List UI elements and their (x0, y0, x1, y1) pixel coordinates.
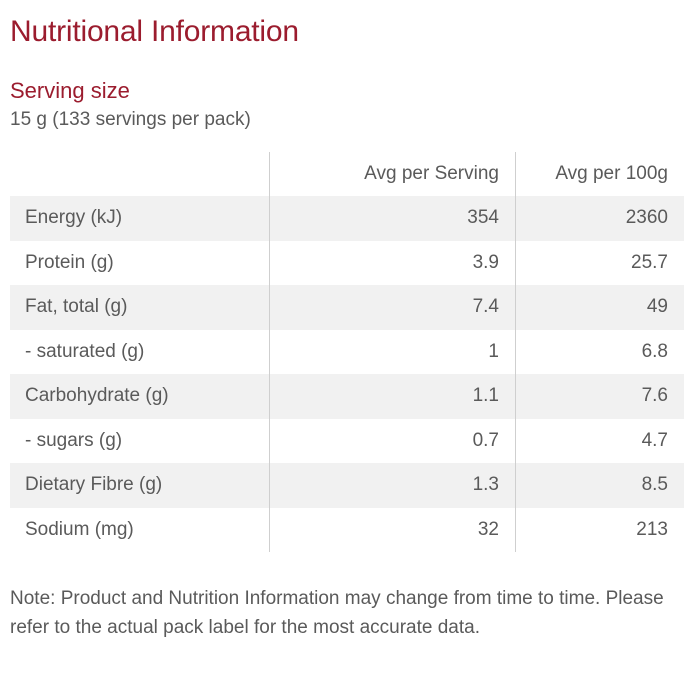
page-title: Nutritional Information (10, 15, 299, 48)
table-row: - saturated (g) 1 6.8 (10, 329, 684, 374)
table-row: Dietary Fibre (g) 1.3 8.5 (10, 463, 684, 508)
per-100g-value: 6.8 (515, 329, 684, 374)
per-100g-value: 4.7 (515, 418, 684, 463)
per-serving-value: 1.3 (269, 463, 516, 508)
header-avg-per-100g: Avg per 100g (555, 163, 668, 184)
nutrient-name: Energy (kJ) (10, 196, 270, 241)
per-100g-value: 2360 (515, 196, 684, 241)
per-serving-value: 3.9 (269, 240, 516, 285)
table-row: - sugars (g) 0.7 4.7 (10, 418, 684, 463)
nutrition-table: Avg per Serving Avg per 100g Energy (kJ)… (10, 152, 684, 552)
table-header-row: Avg per Serving Avg per 100g (10, 152, 684, 196)
nutrient-name: Dietary Fibre (g) (10, 463, 270, 508)
per-100g-value: 213 (515, 507, 684, 552)
nutrient-name: Fat, total (g) (10, 285, 270, 330)
serving-size-text: 15 g (133 servings per pack) (10, 109, 251, 130)
header-nutrient (10, 152, 270, 196)
table-row: Carbohydrate (g) 1.1 7.6 (10, 374, 684, 419)
table-row: Protein (g) 3.9 25.7 (10, 240, 684, 285)
per-serving-value: 354 (269, 196, 516, 241)
per-100g-value: 25.7 (515, 240, 684, 285)
table-row: Sodium (mg) 32 213 (10, 507, 684, 552)
per-serving-value: 32 (269, 507, 516, 552)
per-serving-value: 0.7 (269, 418, 516, 463)
per-serving-value: 1.1 (269, 374, 516, 419)
per-100g-value: 49 (515, 285, 684, 330)
nutrient-name: Sodium (mg) (10, 507, 270, 552)
per-100g-value: 7.6 (515, 374, 684, 419)
per-serving-value: 1 (269, 329, 516, 374)
nutrient-name: Protein (g) (10, 240, 270, 285)
serving-size-heading: Serving size (10, 78, 130, 103)
nutrient-name: - saturated (g) (10, 329, 270, 374)
table-row: Energy (kJ) 354 2360 (10, 196, 684, 241)
header-avg-per-serving: Avg per Serving (269, 152, 516, 196)
nutrient-name: Carbohydrate (g) (10, 374, 270, 419)
nutrient-name: - sugars (g) (10, 418, 270, 463)
disclaimer-note: Note: Product and Nutrition Information … (10, 588, 664, 638)
table-row: Fat, total (g) 7.4 49 (10, 285, 684, 330)
per-100g-value: 8.5 (515, 463, 684, 508)
per-serving-value: 7.4 (269, 285, 516, 330)
